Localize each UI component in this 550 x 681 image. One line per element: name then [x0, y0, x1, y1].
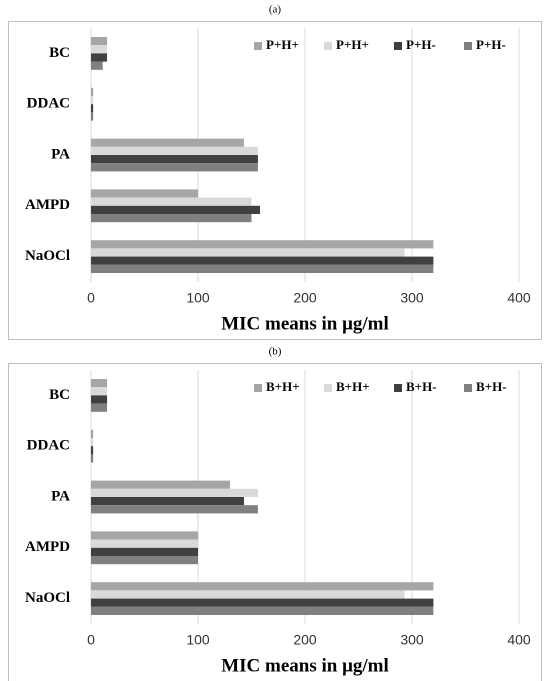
- y-tick-label: AMPD: [25, 539, 70, 555]
- y-tick-label: AMPD: [25, 197, 70, 213]
- legend-swatch: [464, 384, 472, 392]
- x-tick-label: 400: [507, 632, 531, 648]
- bar: [91, 189, 198, 198]
- x-tick-label: 0: [87, 290, 95, 306]
- bar: [91, 454, 94, 463]
- legend-swatch: [324, 384, 332, 392]
- y-tick-label: BC: [49, 387, 70, 403]
- y-tick-label: PA: [51, 146, 70, 162]
- legend-label: B+H+: [336, 379, 370, 394]
- y-tick-label: NaOCl: [25, 248, 70, 264]
- bar: [91, 155, 258, 164]
- bar: [91, 480, 231, 489]
- panel-label: (b): [269, 346, 282, 358]
- panel-frame: [8, 21, 542, 340]
- bar: [91, 87, 94, 96]
- bar: [91, 53, 108, 62]
- x-tick-label: 300: [400, 632, 424, 648]
- bar: [91, 438, 94, 447]
- bar: [91, 146, 258, 155]
- bar: [91, 582, 434, 591]
- bar: [91, 37, 108, 46]
- bar: [91, 547, 198, 556]
- bar: [91, 505, 258, 514]
- bar: [91, 379, 108, 388]
- legend-swatch: [394, 384, 402, 392]
- bar: [91, 488, 258, 497]
- bar: [91, 446, 94, 455]
- legend-label: B+H-: [476, 379, 507, 394]
- y-tick-label: BC: [49, 45, 70, 61]
- x-axis-label: MIC means in μg/ml: [221, 313, 389, 334]
- x-axis-label: MIC means in μg/ml: [221, 655, 389, 676]
- panel-frame: [8, 363, 542, 681]
- bar: [91, 138, 245, 147]
- bar: [91, 539, 198, 548]
- legend-label: P+H+: [266, 37, 299, 52]
- bar: [91, 163, 258, 172]
- bar: [91, 45, 108, 54]
- legend-swatch: [394, 42, 402, 50]
- y-tick-label: NaOCl: [25, 590, 70, 606]
- bar: [91, 606, 434, 615]
- x-tick-label: 0: [87, 632, 95, 648]
- legend-swatch: [254, 42, 262, 50]
- bar: [91, 256, 434, 265]
- legend-label: P+H-: [406, 37, 436, 52]
- legend-swatch: [464, 42, 472, 50]
- x-tick-label: 100: [186, 290, 210, 306]
- bar: [91, 387, 108, 396]
- x-tick-label: 200: [293, 290, 317, 306]
- x-tick-label: 200: [293, 632, 317, 648]
- bar: [91, 429, 94, 438]
- legend-swatch: [254, 384, 262, 392]
- legend-label: B+H+: [266, 379, 300, 394]
- bar: [91, 531, 198, 540]
- bar: [91, 497, 245, 506]
- y-tick-label: DDAC: [27, 96, 70, 112]
- bar: [91, 240, 434, 249]
- bar: [91, 264, 434, 273]
- bar: [91, 112, 94, 121]
- bar: [91, 104, 94, 113]
- bar: [91, 96, 94, 105]
- bar: [91, 248, 405, 257]
- bar: [91, 61, 103, 70]
- panel-label: (a): [269, 4, 282, 16]
- bar: [91, 590, 405, 599]
- legend-swatch: [324, 42, 332, 50]
- x-tick-label: 300: [400, 290, 424, 306]
- bar: [91, 403, 108, 412]
- legend-label: P+H+: [336, 37, 369, 52]
- y-tick-label: PA: [51, 488, 70, 504]
- bar: [91, 598, 434, 607]
- x-tick-label: 100: [186, 632, 210, 648]
- bar: [91, 556, 198, 565]
- bar: [91, 197, 252, 206]
- y-tick-label: DDAC: [27, 438, 70, 454]
- legend-label: P+H-: [476, 37, 506, 52]
- bar: [91, 214, 252, 223]
- x-tick-label: 400: [507, 290, 531, 306]
- bar: [91, 205, 261, 214]
- bar: [91, 395, 108, 404]
- legend-label: B+H-: [406, 379, 437, 394]
